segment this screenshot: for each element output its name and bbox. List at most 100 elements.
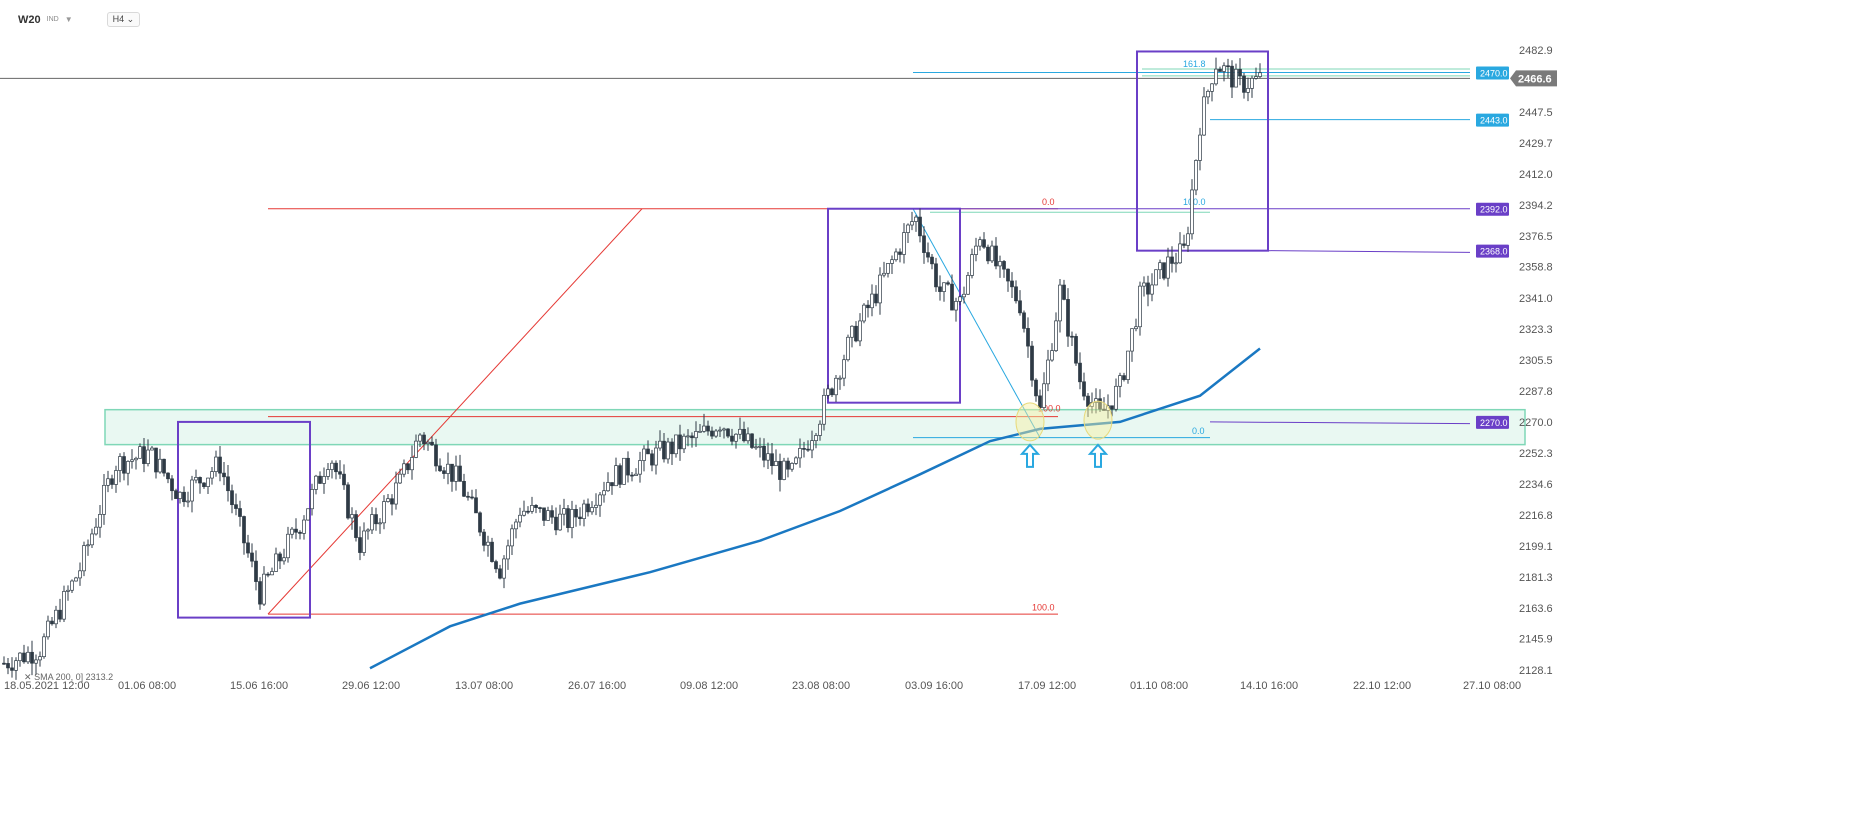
candle-body [126,461,130,474]
candle-body [738,428,742,435]
candle-body [1182,243,1186,246]
candle-body [942,282,946,292]
candle-body [990,245,994,262]
candle-body [594,504,598,508]
candle-body [66,589,70,592]
candle-body [846,336,850,361]
candle-body [982,239,986,248]
candle-body [1122,375,1126,380]
candle-body [1062,284,1066,300]
candle-body [1066,299,1070,337]
candle-body [1238,68,1242,77]
candle-body [502,558,506,579]
candle-body [662,440,666,460]
candle-body [258,581,262,605]
price-tick-label: 2252.3 [1519,448,1553,460]
candle-body [334,462,338,473]
candle-body [986,246,990,262]
candle-body [482,531,486,546]
candle-body [102,484,106,515]
price-tick-label: 2323.3 [1519,324,1553,336]
time-tick-label: 09.08 12:00 [680,680,738,692]
candle-body [322,476,326,484]
candle-body [226,476,230,492]
time-tick-label: 29.06 12:00 [342,680,400,692]
candle-body [826,388,830,396]
markers [1015,400,1113,468]
candle-body [282,557,286,562]
moving-average [369,347,1261,670]
candle-body [1254,76,1258,79]
candle-body [154,447,158,473]
close-icon[interactable]: ✕ [24,672,32,682]
candle-body [602,490,606,496]
candle-body [1246,88,1250,93]
candle-body [758,445,762,448]
candle-body [586,503,590,513]
candle-body [698,430,702,433]
candle-body [646,448,650,455]
level-2270-line [1209,421,1471,425]
fib-label: 0.0 [1192,426,1205,436]
candle-body [918,216,922,237]
candle-body [678,434,682,450]
time-tick-label: 23.08 08:00 [792,680,850,692]
candle-body [642,448,646,461]
candle-body [854,325,858,342]
candle-body [1078,362,1082,383]
price-tick-label: 2394.2 [1519,200,1553,212]
candle-body [114,470,118,485]
timeframe-select[interactable]: H4 ⌄ [106,12,141,27]
candle-body [454,465,458,482]
candle-body [506,545,510,560]
candle-body [1030,345,1034,381]
candle-body [874,293,878,304]
candle-body [30,651,34,664]
candle-body [46,620,50,638]
candle-body [238,508,242,517]
candle-body [706,425,710,432]
candle-body [810,440,814,451]
price-tick-label: 2216.8 [1519,510,1553,522]
candle-body [54,609,58,625]
price-tick-label: 2181.3 [1519,572,1553,584]
chevron-down-icon: ⌄ [126,14,135,24]
candle-body [722,428,726,431]
candle-body [1206,90,1210,98]
candle-body [858,320,862,342]
candles [2,57,1262,680]
candle-body [10,667,14,671]
candle-body [790,463,794,470]
candle-body [814,435,818,442]
level-tag [1476,202,1509,216]
candle-body [870,293,874,309]
candle-body [910,221,914,226]
candle-body [386,498,390,502]
candle-body [130,459,134,462]
chevron-down-icon[interactable]: ▼ [64,15,73,24]
fib-label: 100.0 [1038,403,1061,413]
candle-body [430,441,434,446]
candle-body [1154,269,1158,286]
candle-body [1018,300,1022,314]
candle-body [842,359,846,379]
candle-body [186,500,190,503]
candle-body [922,235,926,253]
time-tick-label: 17.09 12:00 [1018,680,1076,692]
candle-body [74,577,78,582]
candle-body [542,507,546,521]
candle-body [62,591,66,620]
candle-body [378,522,382,525]
candle-body [1174,262,1178,265]
candle-body [730,435,734,442]
candle-body [654,447,658,466]
candle-body [550,510,554,518]
level-tag-label: 2470.0 [1480,68,1508,78]
candle-body [614,465,618,487]
candle-body [38,656,42,661]
candle-body [350,514,354,519]
candle-body [1190,189,1194,235]
candle-body [978,239,982,247]
symbol-label[interactable]: W20 [18,13,41,26]
price-tick-label: 2376.5 [1519,231,1553,243]
